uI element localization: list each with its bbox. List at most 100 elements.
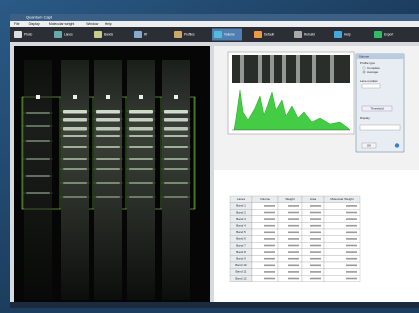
tool-icon[interactable] xyxy=(174,31,182,38)
cell-content xyxy=(264,245,275,247)
cell-content xyxy=(346,278,357,280)
cell-content xyxy=(288,232,299,234)
tool-icon[interactable] xyxy=(134,31,142,38)
help-icon[interactable] xyxy=(395,143,399,147)
cell-content xyxy=(346,218,357,220)
cell-content xyxy=(288,251,299,253)
tool-label[interactable]: Profiles xyxy=(184,32,195,36)
cell-content xyxy=(346,232,357,234)
cell-content xyxy=(264,265,275,267)
tool-label[interactable]: Export xyxy=(384,32,393,36)
tool-label[interactable]: Help xyxy=(344,32,351,36)
cell-content xyxy=(310,218,321,220)
cell-content xyxy=(346,205,357,207)
row-label: Band 10 xyxy=(235,263,247,267)
band xyxy=(129,110,153,114)
row-label: Band 11 xyxy=(236,270,247,274)
dialog-title: Volume xyxy=(359,54,369,58)
tool-icon[interactable] xyxy=(254,31,262,38)
cell-content xyxy=(264,278,275,280)
cell-content xyxy=(310,205,321,207)
cell-content xyxy=(310,245,321,247)
tool-label[interactable]: Bands xyxy=(104,32,113,36)
cell-content xyxy=(310,238,321,240)
tool-label[interactable]: Lanes xyxy=(64,32,73,36)
profile-band xyxy=(258,55,262,83)
menu-item[interactable]: Help xyxy=(105,22,112,26)
cell-content xyxy=(310,258,321,260)
cell-content xyxy=(264,271,275,273)
lane-marker xyxy=(139,95,143,99)
row-label: Band 6 xyxy=(236,237,246,241)
menu-item[interactable]: Window xyxy=(86,22,99,26)
cell-content xyxy=(310,225,321,227)
cell-content xyxy=(346,225,357,227)
lane-marker xyxy=(106,95,110,99)
cell-content xyxy=(346,251,357,253)
field[interactable] xyxy=(362,84,380,88)
menu-item[interactable]: Display xyxy=(29,22,40,26)
header-text: Molecular Weight xyxy=(330,197,353,201)
band xyxy=(96,110,120,114)
tool-icon[interactable] xyxy=(214,31,222,38)
cell-content xyxy=(346,258,357,260)
tool-icon[interactable] xyxy=(334,31,342,38)
lane-marker xyxy=(36,95,40,99)
band xyxy=(164,118,188,122)
cell-content xyxy=(288,212,299,214)
select[interactable] xyxy=(360,125,400,130)
screen: Quantum Capt File Display Molecular weight… xyxy=(0,0,419,308)
row-label: Band 7 xyxy=(236,243,246,247)
dialog-field-label: Lane number xyxy=(360,79,378,83)
band xyxy=(96,118,120,122)
menu-item[interactable]: File xyxy=(14,22,20,26)
button-label: Threshold xyxy=(370,106,384,110)
button-label: OK xyxy=(367,143,371,147)
cell-content xyxy=(288,238,299,240)
band xyxy=(63,110,87,114)
band xyxy=(63,118,87,122)
tool-icon[interactable] xyxy=(374,31,382,38)
tool-label[interactable]: Rf xyxy=(144,32,147,36)
title-bar xyxy=(10,14,419,21)
cell-content xyxy=(288,245,299,247)
tool-label[interactable]: Default xyxy=(264,32,274,36)
tool-icon[interactable] xyxy=(294,31,302,38)
profile-band xyxy=(240,55,244,83)
cell-content xyxy=(264,258,275,260)
row-label: Band 12 xyxy=(235,276,247,280)
row-label: Band 9 xyxy=(236,256,246,260)
window-title: Quantum Capt xyxy=(26,15,53,20)
cell-content xyxy=(346,238,357,240)
profile-band xyxy=(312,55,316,83)
cell-content xyxy=(310,271,321,273)
tool-label[interactable]: Volume xyxy=(224,32,235,36)
header-text: Lanes xyxy=(237,197,246,201)
header-text: Weight xyxy=(285,197,294,201)
lane-marker xyxy=(73,95,77,99)
dialog-option: Average xyxy=(367,70,378,74)
menu-item[interactable]: Molecular weight xyxy=(49,22,74,26)
lane-marker xyxy=(174,95,178,99)
row-label: Band 3 xyxy=(236,217,246,221)
band xyxy=(129,118,153,122)
cell-content xyxy=(264,205,275,207)
row-label: Band 1 xyxy=(236,204,246,208)
tool-icon[interactable] xyxy=(94,31,102,38)
radio[interactable] xyxy=(363,67,365,69)
cell-content xyxy=(288,258,299,260)
profile-band xyxy=(282,55,286,83)
cell-content xyxy=(288,265,299,267)
cell-content xyxy=(264,225,275,227)
cell-content xyxy=(310,265,321,267)
cell-content xyxy=(346,212,357,214)
cell-content xyxy=(288,205,299,207)
cell-content xyxy=(310,232,321,234)
cell-content xyxy=(310,251,321,253)
tool-icon[interactable] xyxy=(54,31,62,38)
tool-label[interactable]: Rebuild xyxy=(304,32,315,36)
tool-label[interactable]: Photo xyxy=(24,32,33,36)
tool-icon[interactable] xyxy=(14,31,22,38)
cell-content xyxy=(288,278,299,280)
band xyxy=(164,110,188,114)
